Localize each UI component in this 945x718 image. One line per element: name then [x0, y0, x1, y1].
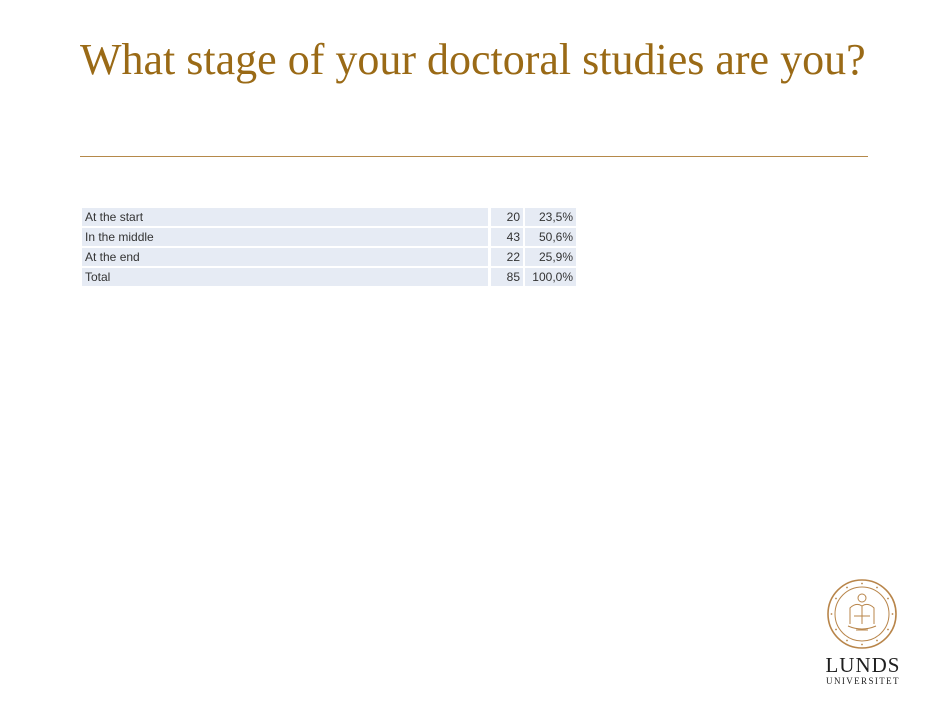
university-logo: LUNDS UNIVERSITET [815, 578, 915, 688]
row-count: 22 [491, 248, 525, 266]
slide-title: What stage of your doctoral studies are … [80, 35, 866, 84]
title-divider [80, 156, 868, 157]
table-row: In the middle 43 50,6% [82, 228, 576, 246]
row-count: 43 [491, 228, 525, 246]
results-table: At the start 20 23,5% In the middle 43 5… [82, 206, 576, 288]
row-percent: 25,9% [525, 248, 576, 266]
row-percent: 23,5% [525, 208, 576, 226]
row-percent: 50,6% [525, 228, 576, 246]
row-label: At the end [82, 248, 491, 266]
row-label: At the start [82, 208, 491, 226]
table-row-total: Total 85 100,0% [82, 268, 576, 286]
university-seal-icon [827, 579, 897, 649]
row-count: 85 [491, 268, 525, 286]
table-row: At the end 22 25,9% [82, 248, 576, 266]
row-label: Total [82, 268, 491, 286]
wordmark-name: LUNDS [825, 653, 901, 677]
row-label: In the middle [82, 228, 491, 246]
row-count: 20 [491, 208, 525, 226]
row-percent: 100,0% [525, 268, 576, 286]
university-wordmark: LUNDS UNIVERSITET [815, 654, 911, 687]
table-row: At the start 20 23,5% [82, 208, 576, 226]
wordmark-subname: UNIVERSITET [826, 676, 900, 686]
